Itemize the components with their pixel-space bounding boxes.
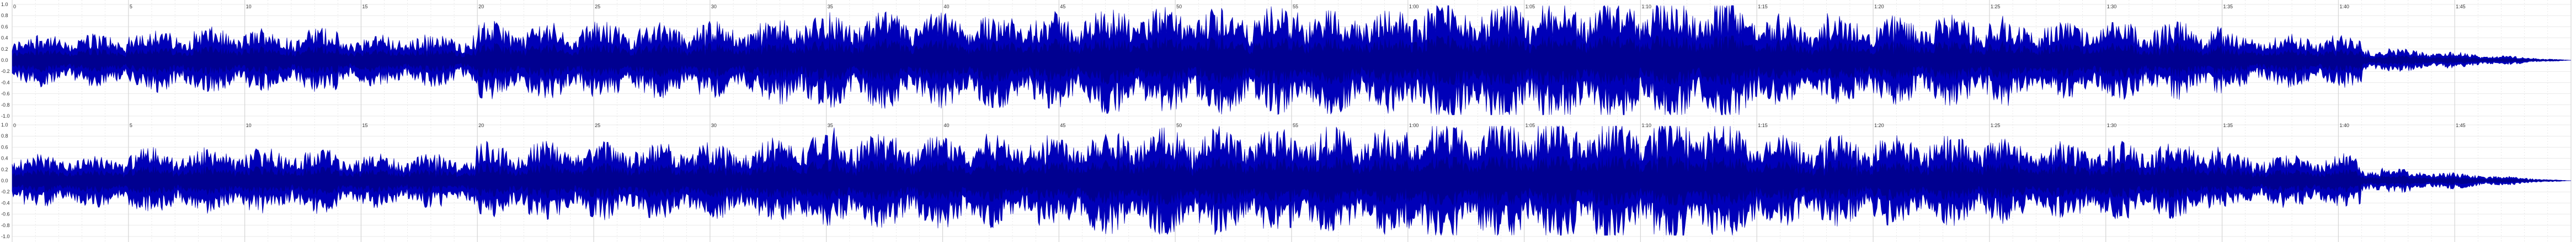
amplitude-label: -1.0 [1, 113, 10, 119]
amplitude-label: -0.4 [1, 80, 10, 85]
time-tick-label: 1:25 [1991, 4, 2001, 9]
time-tick-label: 55 [1293, 4, 1298, 9]
amplitude-label: 0.6 [1, 24, 8, 29]
time-tick-label: 10 [246, 123, 252, 128]
time-tick-label: 1:10 [1641, 4, 1651, 9]
time-tick-label: 25 [595, 123, 600, 128]
time-tick-label: 1:30 [2107, 123, 2117, 128]
time-tick-label: 1:15 [1758, 4, 1768, 9]
time-tick-label: 1:05 [1526, 4, 1535, 9]
amplitude-label: 0.0 [1, 57, 8, 63]
time-tick-label: 15 [362, 123, 367, 128]
time-tick-label: 20 [478, 123, 484, 128]
time-tick-label: 0 [13, 4, 16, 9]
channel-waveform-rms-right [12, 156, 2571, 206]
time-tick-label: 1:45 [2456, 123, 2466, 128]
axis-labels: 1.0 0.8 0.6 0.4 0.2 0.0 -0.2 -0.4 -0.6 -0.8 -1.0 1.… [1, 2, 2466, 239]
time-tick-label: 5 [130, 123, 132, 128]
time-tick-label: 1:35 [2223, 123, 2233, 128]
time-tick-label: 0 [13, 123, 16, 128]
time-tick-label: 1:40 [2339, 123, 2349, 128]
time-tick-label: 50 [1176, 123, 1182, 128]
time-tick-label: 45 [1060, 123, 1065, 128]
time-tick-label: 40 [944, 123, 950, 128]
amplitude-label: 0.8 [1, 13, 8, 18]
time-tick-label: 1:15 [1758, 123, 1768, 128]
waveform-channels [12, 5, 2572, 236]
amplitude-label: 0.0 [1, 178, 8, 183]
time-tick-label: 1:00 [1409, 4, 1419, 9]
amplitude-label: -0.8 [1, 223, 10, 228]
time-tick-label: 1:40 [2339, 4, 2349, 9]
time-tick-label: 1:35 [2223, 4, 2233, 9]
amplitude-label: 0.2 [1, 167, 8, 172]
amplitude-label: 0.4 [1, 156, 8, 161]
time-tick-label: 15 [362, 4, 367, 9]
amplitude-label: -0.6 [1, 91, 10, 97]
time-tick-label: 1:10 [1641, 123, 1651, 128]
time-tick-label: 1:45 [2456, 4, 2466, 9]
time-tick-label: 45 [1060, 4, 1065, 9]
time-tick-label: 30 [711, 123, 717, 128]
amplitude-label: 0.6 [1, 144, 8, 150]
amplitude-label: 0.8 [1, 133, 8, 139]
amplitude-label: 0.2 [1, 46, 8, 52]
amplitude-label: -0.2 [1, 69, 10, 74]
time-tick-label: 1:00 [1409, 123, 1419, 128]
time-tick-label: 1:20 [1874, 4, 1884, 9]
amplitude-label: 0.4 [1, 35, 8, 41]
time-tick-label: 55 [1293, 123, 1298, 128]
amplitude-label: -0.4 [1, 200, 10, 206]
channel-waveform-rms-left [12, 35, 2571, 85]
time-tick-label: 1:30 [2107, 4, 2117, 9]
time-tick-label: 35 [828, 4, 833, 9]
time-tick-label: 25 [595, 4, 600, 9]
amplitude-label: 1.0 [1, 2, 8, 7]
time-tick-label: 20 [478, 4, 484, 9]
time-tick-label: 1:25 [1991, 123, 2001, 128]
time-tick-label: 5 [130, 4, 132, 9]
time-tick-label: 1:20 [1874, 123, 1884, 128]
time-tick-label: 30 [711, 4, 717, 9]
time-tick-label: 40 [944, 4, 950, 9]
time-tick-label: 50 [1176, 4, 1182, 9]
amplitude-label: -1.0 [1, 234, 10, 239]
time-tick-label: 10 [246, 4, 252, 9]
time-tick-label: 35 [828, 123, 833, 128]
time-tick-label: 1:05 [1526, 123, 1535, 128]
amplitude-label: 1.0 [1, 122, 8, 128]
amplitude-label: -0.8 [1, 102, 10, 108]
amplitude-label: -0.6 [1, 212, 10, 217]
amplitude-label: -0.2 [1, 189, 10, 194]
